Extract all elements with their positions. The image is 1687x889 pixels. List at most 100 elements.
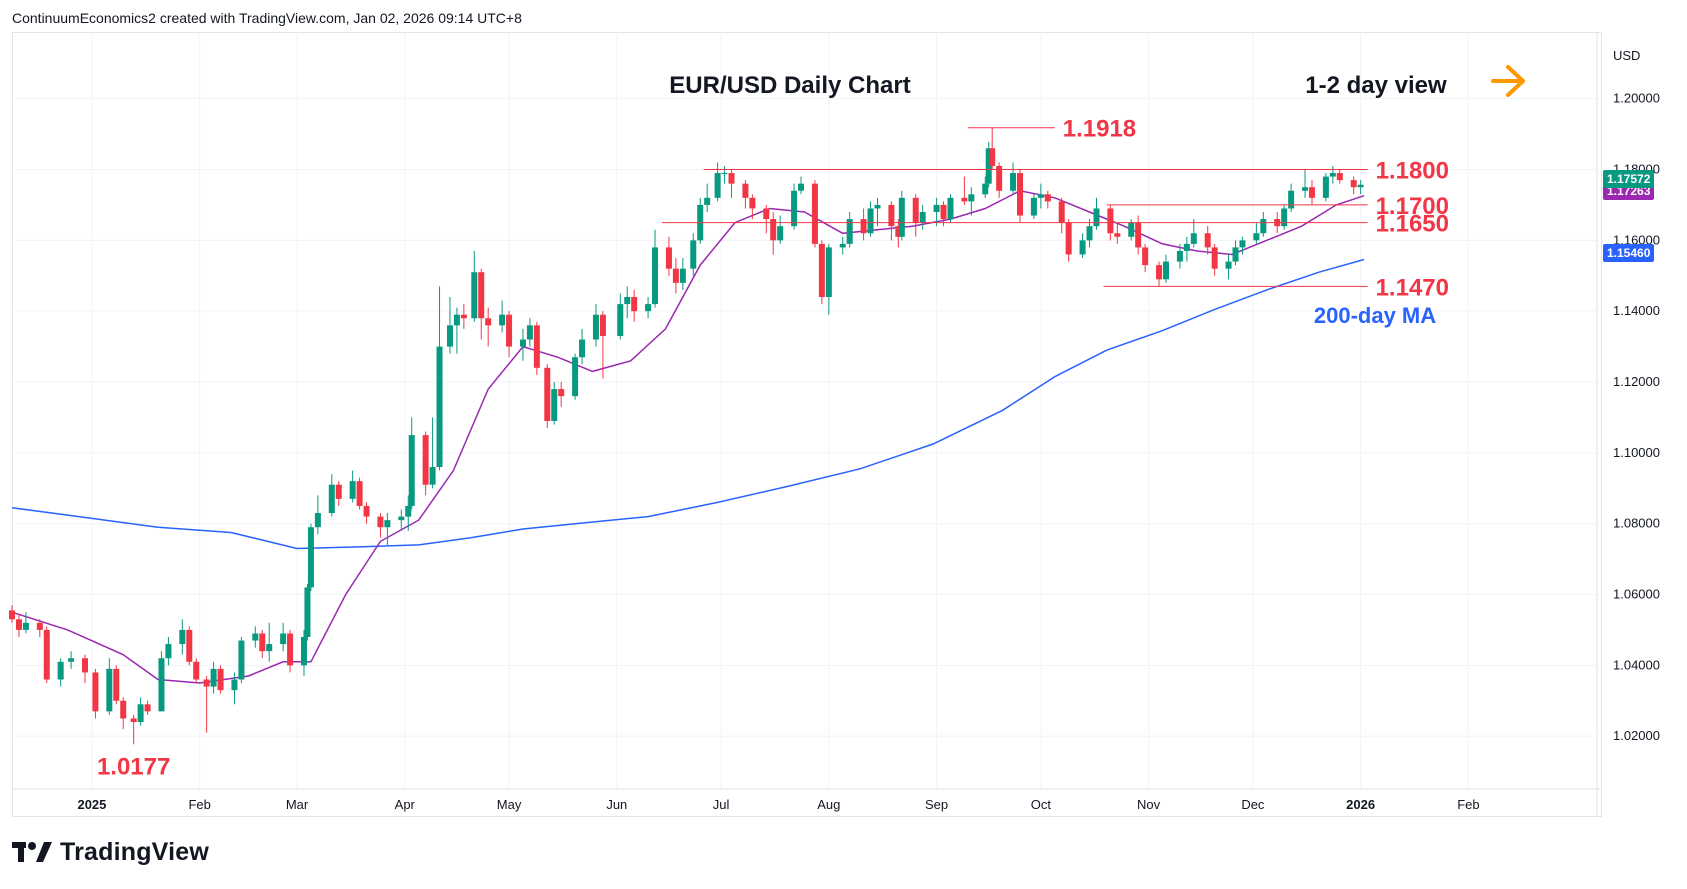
tradingview-brand[interactable]: TradingView — [12, 838, 209, 867]
candle-body — [349, 481, 356, 499]
candle-body — [137, 704, 144, 722]
candle-body — [1260, 219, 1267, 234]
candle-body — [645, 304, 652, 312]
candle-body — [1142, 247, 1149, 266]
candle-body — [860, 219, 867, 234]
candle-body — [1037, 194, 1044, 198]
candle-body — [749, 197, 756, 209]
candle-body — [377, 516, 384, 528]
candle-body — [791, 190, 798, 227]
candle-body — [888, 204, 895, 227]
x-tick-label: Jul — [713, 797, 730, 812]
candle-body — [304, 587, 311, 637]
candle-body — [1010, 173, 1017, 191]
candle-body — [1288, 190, 1295, 209]
candle-body — [408, 435, 415, 506]
candle-body — [287, 633, 294, 666]
candle-body — [1357, 184, 1364, 188]
x-tick-label: 2026 — [1346, 797, 1375, 812]
candle-body — [690, 240, 697, 269]
arrow-right-icon — [1491, 65, 1525, 97]
candle-body — [113, 668, 120, 701]
chart-title: EUR/USD Daily Chart — [669, 72, 910, 99]
y-tick-label: 1.06000 — [1613, 587, 1660, 602]
candle-body — [898, 197, 905, 237]
candle-body — [471, 272, 478, 319]
candle-body — [436, 346, 443, 467]
candle-body — [867, 208, 874, 234]
candle-body — [551, 389, 558, 421]
candle-body — [704, 197, 711, 205]
candle-body — [996, 165, 1003, 191]
candles-group — [9, 127, 1364, 745]
candle-body — [9, 610, 15, 620]
candle-body — [1176, 250, 1183, 262]
candle-body — [405, 505, 412, 517]
candle-body — [599, 314, 606, 336]
candle-body — [519, 339, 526, 347]
candle-body — [453, 314, 460, 326]
axes-group: 1.200001.180001.160001.140001.120001.100… — [12, 32, 1660, 817]
y-tick-label: 1.20000 — [1613, 91, 1660, 106]
candle-body — [186, 629, 193, 662]
x-tick-label: Jun — [606, 797, 627, 812]
candle-body — [1162, 261, 1169, 280]
candle-body — [22, 622, 29, 630]
candle-body — [422, 435, 429, 485]
candle-body — [1281, 208, 1288, 227]
candle-body — [533, 325, 540, 368]
candle-body — [36, 622, 43, 630]
candle-body — [1336, 173, 1343, 181]
candle-body — [1093, 208, 1100, 227]
candle-body — [1329, 173, 1336, 177]
view-label: 1-2 day view — [1305, 72, 1447, 99]
candle-body — [777, 226, 784, 241]
candle-body — [912, 197, 919, 223]
candle-body — [526, 325, 533, 340]
candle-body — [811, 183, 818, 244]
candle-body — [742, 183, 749, 198]
y-tick-label: 1.14000 — [1613, 303, 1660, 318]
candle-body — [68, 658, 75, 662]
candle-body — [193, 661, 200, 680]
candle-body — [961, 197, 968, 202]
candle-body — [544, 367, 551, 421]
candle-body — [1322, 176, 1329, 198]
candle-body — [1114, 233, 1121, 237]
level-label: 1.1700 — [1376, 193, 1449, 220]
candle-body — [1058, 201, 1065, 223]
candle-body — [356, 481, 363, 506]
candle-body — [989, 148, 996, 166]
currency-label: USD — [1613, 48, 1640, 63]
y-tick-label: 1.08000 — [1613, 516, 1660, 531]
candle-body — [940, 204, 947, 220]
x-tick-label: Nov — [1137, 797, 1161, 812]
candle-body — [266, 644, 273, 652]
candle-body — [1239, 240, 1246, 248]
level-label: 1.0177 — [97, 753, 170, 780]
candle-body — [721, 173, 728, 175]
brand-name: TradingView — [60, 838, 210, 866]
candle-body — [259, 633, 266, 652]
candle-body — [558, 389, 565, 397]
candle-body — [179, 629, 186, 645]
candle-body — [252, 633, 259, 641]
candle-body — [968, 194, 975, 202]
x-tick-label: Feb — [1457, 797, 1479, 812]
y-tick-label: 1.16000 — [1613, 232, 1660, 247]
candle-body — [798, 183, 805, 191]
candle-body — [982, 183, 989, 195]
current-price-badge: 1.17572 — [1603, 170, 1655, 188]
y-tick-label: 1.10000 — [1613, 445, 1660, 460]
candle-body — [1183, 243, 1190, 251]
candle-body — [1030, 197, 1037, 216]
candle-body — [839, 243, 846, 248]
candle-body — [1044, 194, 1051, 202]
candle-body — [818, 243, 825, 297]
x-tick-label: Dec — [1241, 797, 1265, 812]
candle-body — [919, 212, 926, 223]
candle-body — [1135, 222, 1142, 248]
candle-body — [1107, 208, 1114, 234]
